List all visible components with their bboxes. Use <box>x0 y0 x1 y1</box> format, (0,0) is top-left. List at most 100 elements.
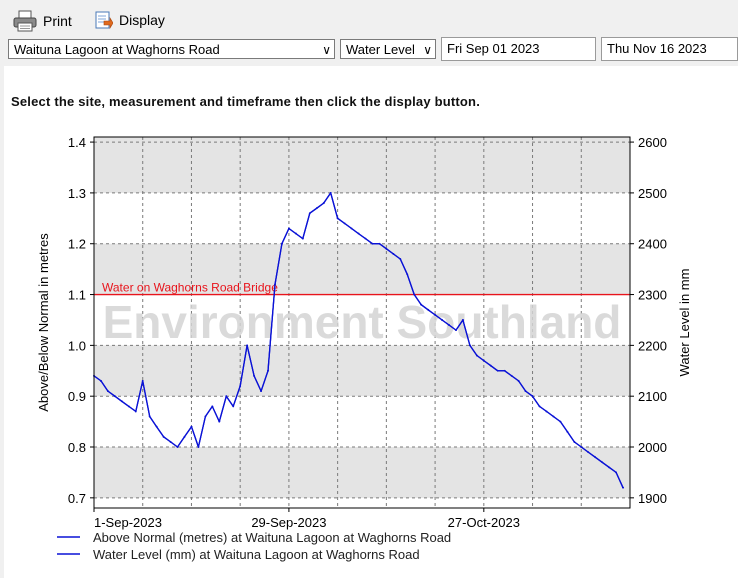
data-point <box>288 227 290 230</box>
data-point <box>107 390 109 393</box>
y2-tick-label: 2200 <box>638 338 667 353</box>
data-point <box>517 380 520 382</box>
data-point <box>448 324 450 326</box>
data-point <box>601 461 604 464</box>
data-point <box>622 486 624 489</box>
x-tick-label: 27-Oct-2023 <box>448 515 520 530</box>
reference-line-label: Water on Waghorns Road Bridge <box>102 281 278 295</box>
data-point <box>281 242 283 245</box>
data-point <box>294 232 297 235</box>
x-tick-label: 1-Sep-2023 <box>94 515 162 530</box>
data-point <box>552 415 555 418</box>
data-point <box>336 217 339 220</box>
instruction-text: Select the site, measurement and timefra… <box>11 94 481 109</box>
y-tick-label: 1.4 <box>68 135 86 150</box>
data-point <box>197 446 200 448</box>
y2-tick-label: 2500 <box>638 186 667 201</box>
data-point <box>329 192 332 194</box>
data-point <box>343 222 346 225</box>
y-tick-label: 0.8 <box>68 440 86 455</box>
y-tick-label: 0.9 <box>68 389 86 404</box>
data-point <box>127 405 130 408</box>
data-point <box>267 369 269 372</box>
measurement-select[interactable]: Water Level ∨ <box>340 39 436 59</box>
data-point <box>260 390 262 393</box>
data-point <box>468 344 471 347</box>
print-label: Print <box>43 13 72 29</box>
data-point <box>134 410 137 413</box>
data-point <box>246 344 249 347</box>
controls-bar: Waituna Lagoon at Waghorns Road ∨ Water … <box>0 37 738 63</box>
plot-band <box>94 192 630 244</box>
data-point <box>274 283 276 286</box>
data-point <box>239 385 242 387</box>
data-point <box>176 446 179 448</box>
data-point <box>559 420 562 423</box>
data-point <box>301 237 304 240</box>
data-point <box>350 227 353 230</box>
measurement-select-value: Water Level <box>346 42 415 57</box>
data-point <box>322 202 325 204</box>
start-date-field[interactable]: Fri Sep 01 2023 <box>441 37 596 61</box>
chevron-down-icon: ∨ <box>423 43 432 57</box>
x-tick-label: 29-Sep-2023 <box>251 515 326 530</box>
data-point <box>441 319 443 321</box>
data-point <box>406 273 409 276</box>
start-date-value: Fri Sep 01 2023 <box>447 41 540 56</box>
data-point <box>190 425 193 428</box>
data-point <box>399 258 402 260</box>
data-point <box>475 354 478 357</box>
y-tick-label: 1.1 <box>68 288 86 303</box>
chevron-down-icon: ∨ <box>322 43 331 57</box>
data-point <box>385 247 388 250</box>
data-point <box>545 410 548 413</box>
y2-tick-label: 2600 <box>638 135 667 150</box>
printer-icon <box>13 10 37 32</box>
data-point <box>608 466 611 469</box>
data-point <box>148 415 151 418</box>
y2-tick-label: 2300 <box>638 288 667 303</box>
data-point <box>364 237 367 240</box>
data-point <box>420 303 423 306</box>
site-select-value: Waituna Lagoon at Waghorns Road <box>14 42 220 57</box>
data-point <box>371 242 374 245</box>
data-point <box>218 420 221 423</box>
data-point <box>427 308 430 311</box>
data-point <box>357 232 360 235</box>
data-point <box>482 359 485 362</box>
y2-tick-label: 2100 <box>638 389 667 404</box>
data-point <box>308 212 311 215</box>
plot-band <box>94 294 630 346</box>
y2-axis-label: Water Level in mm <box>677 269 692 377</box>
data-point <box>204 415 207 418</box>
data-point <box>524 390 527 393</box>
data-point <box>232 405 235 408</box>
plot-band <box>94 396 630 448</box>
data-point <box>587 451 590 453</box>
toolbar: Print Display <box>0 0 738 38</box>
y2-tick-label: 2400 <box>638 237 667 252</box>
end-date-field[interactable]: Thu Nov 16 2023 <box>601 37 738 61</box>
data-point <box>120 400 123 403</box>
data-point <box>315 207 318 210</box>
site-select[interactable]: Waituna Lagoon at Waghorns Road ∨ <box>8 39 335 59</box>
data-point <box>169 441 172 443</box>
data-point <box>594 456 597 459</box>
y2-tick-label: 2000 <box>638 440 667 455</box>
data-point <box>378 242 381 245</box>
data-point <box>615 471 617 474</box>
y-tick-label: 0.7 <box>68 491 86 506</box>
legend-entry: Water Level (mm) at Waituna Lagoon at Wa… <box>93 547 420 562</box>
data-point <box>162 435 165 438</box>
display-button[interactable]: Display <box>95 10 165 30</box>
display-label: Display <box>119 12 165 28</box>
data-point <box>100 380 102 382</box>
data-point <box>155 425 158 428</box>
data-point <box>211 405 214 408</box>
print-button[interactable]: Print <box>13 10 72 32</box>
y-tick-label: 1.3 <box>68 186 86 201</box>
data-point <box>580 446 583 448</box>
data-point <box>496 369 499 372</box>
data-point <box>253 374 256 377</box>
data-point <box>183 435 186 438</box>
